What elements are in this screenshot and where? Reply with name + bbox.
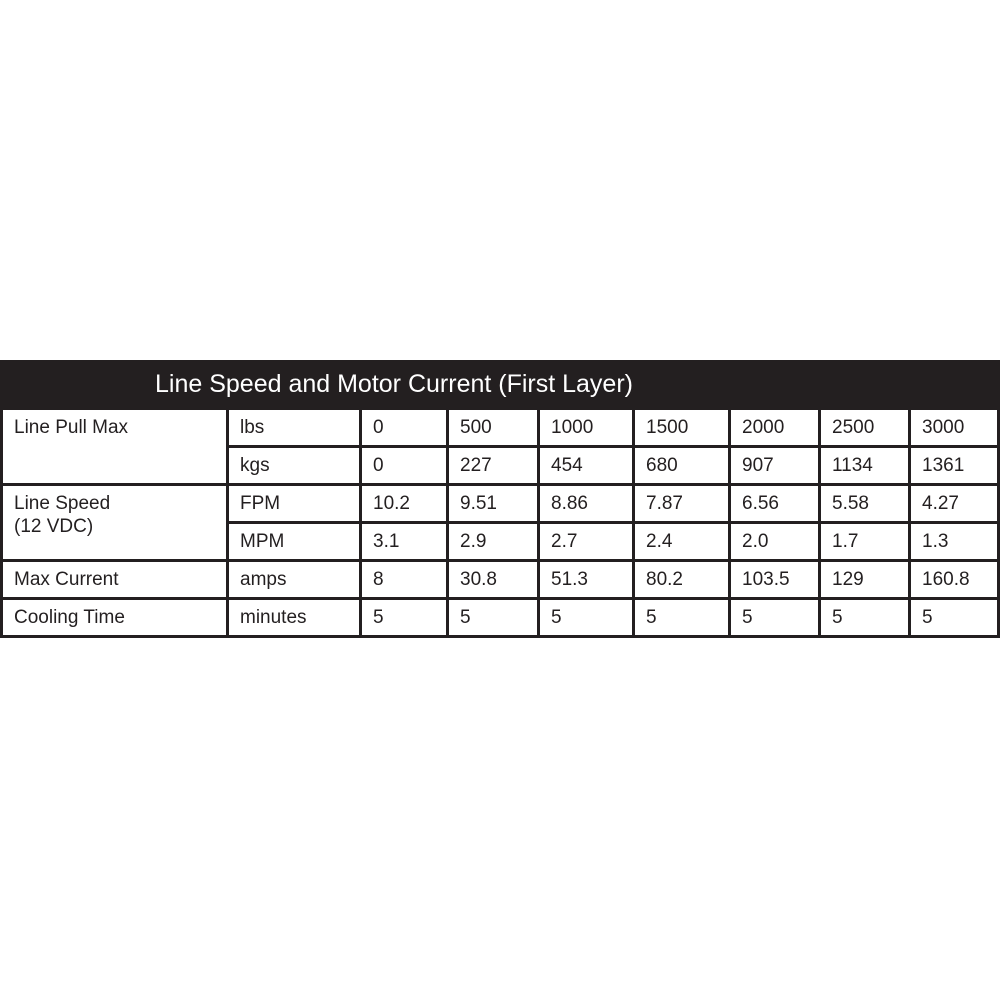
table-title: Line Speed and Motor Current (First Laye… [155,370,633,398]
value-cell: 3000 [911,410,997,445]
value-cell: 1.3 [911,524,997,559]
unit-cell: MPM [229,524,359,559]
row-label-text: Cooling Time [14,607,125,628]
unit-cell: FPM [229,486,359,521]
row-label: Line Speed (12 VDC) [3,486,226,559]
value-cell: 0 [362,410,446,445]
value-cell: 1361 [911,448,997,483]
value-cell: 1500 [635,410,728,445]
line-speed-table: Line Speed and Motor Current (First Laye… [0,360,1000,638]
value-cell: 7.87 [635,486,728,521]
row-label-subtext: (12 VDC) [14,516,94,537]
value-cell: 10.2 [362,486,446,521]
table-body: Line Pull Max lbs 0 500 1000 1500 2000 2500 3000… [3,410,997,635]
value-cell: 8 [362,562,446,597]
value-cell: 51.3 [540,562,632,597]
value-cell: 2.7 [540,524,632,559]
value-cell: 5 [731,600,818,635]
value-cell: 2.9 [449,524,537,559]
value-cell: 5 [540,600,632,635]
value-cell: 5 [362,600,446,635]
value-cell: 4.27 [911,486,997,521]
value-cell: 2000 [731,410,818,445]
row-label: Line Pull Max [3,410,226,483]
unit-cell: lbs [229,410,359,445]
value-cell: 500 [449,410,537,445]
value-cell: 1.7 [821,524,908,559]
value-cell: 2500 [821,410,908,445]
value-cell: 80.2 [635,562,728,597]
row-label-text: Max Current [14,569,119,590]
value-cell: 0 [362,448,446,483]
value-cell: 227 [449,448,537,483]
unit-cell: minutes [229,600,359,635]
value-cell: 5.58 [821,486,908,521]
value-cell: 1134 [821,448,908,483]
value-cell: 2.4 [635,524,728,559]
value-cell: 5 [449,600,537,635]
row-label: Max Current [3,562,226,597]
value-cell: 8.86 [540,486,632,521]
value-cell: 30.8 [449,562,537,597]
row-label-text: Line Speed [14,493,111,514]
row-label-text: Line Pull Max [14,417,129,438]
value-cell: 1000 [540,410,632,445]
value-cell: 160.8 [911,562,997,597]
value-cell: 680 [635,448,728,483]
unit-cell: amps [229,562,359,597]
value-cell: 2.0 [731,524,818,559]
value-cell: 103.5 [731,562,818,597]
value-cell: 6.56 [731,486,818,521]
value-cell: 5 [911,600,997,635]
row-label: Cooling Time [3,600,226,635]
value-cell: 9.51 [449,486,537,521]
value-cell: 129 [821,562,908,597]
value-cell: 3.1 [362,524,446,559]
value-cell: 907 [731,448,818,483]
value-cell: 5 [635,600,728,635]
value-cell: 454 [540,448,632,483]
unit-cell: kgs [229,448,359,483]
value-cell: 5 [821,600,908,635]
